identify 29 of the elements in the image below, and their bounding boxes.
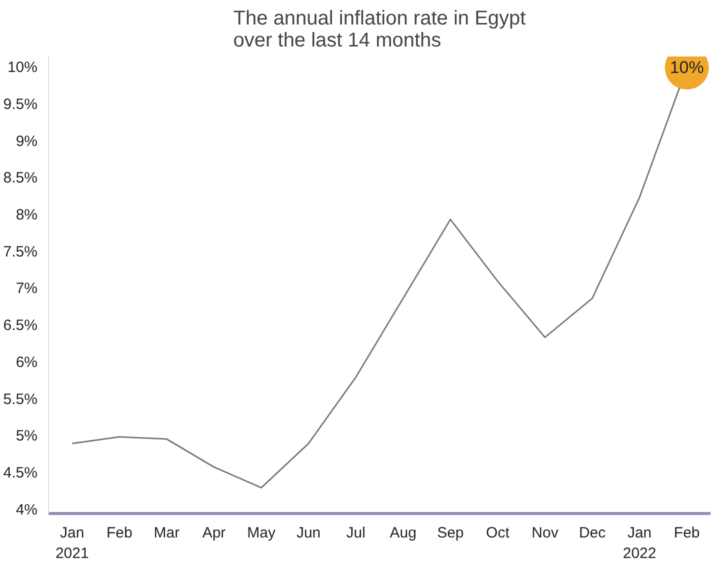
y-tick-label: 7.5%	[3, 243, 38, 260]
x-tick-label: Aug	[390, 524, 416, 542]
data-label: 10%	[670, 58, 704, 78]
x-tick-label: Apr	[202, 524, 226, 542]
y-tick-label: 10%	[7, 59, 38, 76]
x-tick-label: Feb	[674, 524, 700, 542]
x-tick-label: Jan 2022	[622, 524, 656, 562]
x-tick-label: May	[247, 524, 276, 542]
y-tick-label: 9%	[16, 132, 38, 150]
y-tick-label: 4%	[16, 501, 38, 518]
x-tick-label: Mar	[154, 524, 180, 542]
y-tick-label: 9.5%	[3, 96, 38, 113]
y-tick-label: 5%	[16, 428, 38, 445]
y-tick-label: 4.5%	[3, 464, 38, 482]
x-tick-label: Jan 2021	[55, 524, 89, 562]
y-tick-label: 7%	[16, 280, 38, 298]
x-tick-label: Jul	[346, 524, 366, 542]
y-tick-label: 8.5%	[3, 170, 38, 187]
x-tick-label: Sep	[437, 524, 464, 542]
x-tick-label: Jun	[296, 524, 321, 542]
y-tick-label: 8%	[16, 206, 38, 224]
y-tick-label: 6.5%	[3, 317, 38, 334]
x-tick-label: Feb	[106, 524, 132, 542]
x-tick-label: Oct	[486, 524, 510, 542]
chart-title: The annual inflation rate in Egypt over the last 14 months	[233, 8, 526, 52]
y-tick-label: 6%	[16, 354, 38, 371]
y-tick-label: 5.5%	[3, 390, 38, 408]
x-tick-label: Nov	[532, 524, 559, 542]
x-tick-label: Dec	[578, 524, 606, 542]
